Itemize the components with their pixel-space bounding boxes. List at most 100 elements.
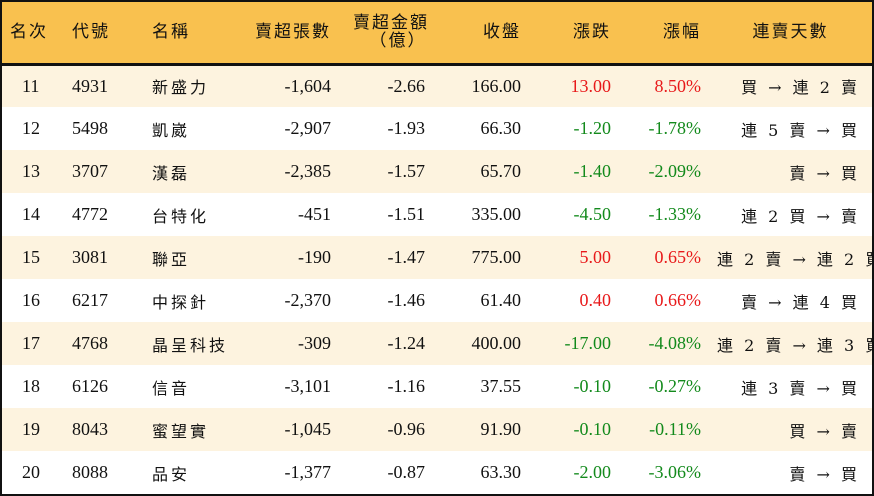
cell-code: 4772 [72, 204, 108, 224]
cell-sell-amount: -1.16 [387, 376, 426, 396]
cell-code: 6126 [72, 376, 108, 396]
table-header-row: 名次 代號 名稱 賣超張數 賣超金額 （億） 收盤 漲跌 漲幅 連賣天數 [2, 2, 872, 64]
header-sell-amount-label: 賣超金額 [353, 13, 429, 34]
cell-sell-volume: -3,101 [284, 376, 332, 396]
cell-close: 400.00 [471, 333, 522, 353]
cell-sell-volume: -2,907 [284, 118, 332, 138]
cell-name: 品安 [152, 464, 191, 484]
cell-code: 4768 [72, 333, 108, 353]
cell-name: 中探針 [152, 292, 210, 312]
cell-close: 775.00 [471, 247, 522, 267]
table-row: 16 6217 中探針 -2,370 -1.46 61.40 0.40 0.66… [2, 279, 872, 322]
table-row: 11 4931 新盛力 -1,604 -2.66 166.00 13.00 8.… [2, 64, 872, 107]
cell-change-pct: 0.66% [654, 290, 702, 310]
cell-change: -1.40 [573, 161, 612, 181]
cell-close: 65.70 [480, 161, 522, 181]
cell-change-pct: -1.78% [648, 118, 702, 138]
cell-rank: 14 [22, 204, 40, 224]
cell-code: 4931 [72, 75, 108, 96]
header-rank: 名次 [10, 22, 48, 43]
cell-close: 91.90 [480, 419, 522, 439]
cell-rank: 15 [22, 247, 40, 267]
cell-streak: 連 5 賣 → 買 [741, 120, 860, 140]
cell-sell-volume: -1,377 [284, 462, 332, 482]
cell-close: 37.55 [480, 376, 522, 396]
cell-change-pct: -0.11% [649, 419, 701, 439]
cell-name: 漢磊 [152, 163, 191, 183]
cell-code: 5498 [72, 118, 108, 138]
cell-name: 台特化 [152, 206, 210, 226]
cell-code: 6217 [72, 290, 108, 310]
header-sell-amount: 賣超金額 （億） [339, 2, 439, 64]
header-streak: 連賣天數 [752, 22, 829, 43]
cell-streak: 連 2 賣 → 連 3 買 [717, 335, 874, 355]
cell-change: -17.00 [564, 333, 612, 353]
cell-sell-amount: -2.66 [387, 75, 426, 96]
header-change: 漲跌 [573, 22, 611, 43]
cell-name: 信音 [152, 378, 191, 398]
cell-sell-amount: -1.93 [387, 118, 426, 138]
table-row: 14 4772 台特化 -451 -1.51 335.00 -4.50 -1.3… [2, 193, 872, 236]
cell-change: 13.00 [570, 75, 612, 96]
cell-sell-volume: -309 [298, 333, 331, 353]
header-close: 收盤 [483, 22, 521, 43]
cell-code: 3707 [72, 161, 108, 181]
cell-name: 聯亞 [152, 249, 191, 269]
cell-rank: 17 [22, 333, 40, 353]
cell-rank: 19 [22, 419, 40, 439]
cell-rank: 20 [22, 462, 40, 482]
cell-streak: 賣 → 買 [789, 163, 860, 183]
header-change-pct: 漲幅 [663, 22, 701, 43]
cell-change-pct: 0.65% [654, 247, 702, 267]
header-name: 名稱 [152, 22, 190, 43]
cell-change: -1.20 [573, 118, 612, 138]
cell-sell-volume: -1,604 [284, 75, 332, 96]
cell-sell-amount: -0.96 [387, 419, 426, 439]
cell-sell-volume: -1,045 [284, 419, 332, 439]
cell-name: 蜜望實 [152, 421, 210, 441]
table-row: 12 5498 凱崴 -2,907 -1.93 66.30 -1.20 -1.7… [2, 107, 872, 150]
cell-code: 8043 [72, 419, 108, 439]
cell-sell-volume: -190 [298, 247, 331, 267]
cell-change-pct: -3.06% [648, 462, 702, 482]
cell-sell-volume: -2,385 [284, 161, 332, 181]
cell-change-pct: 8.50% [654, 75, 702, 96]
cell-change: -0.10 [573, 419, 612, 439]
cell-close: 63.30 [480, 462, 522, 482]
cell-name: 新盛力 [152, 78, 210, 98]
cell-change: 5.00 [579, 247, 612, 267]
cell-rank: 13 [22, 161, 40, 181]
cell-code: 8088 [72, 462, 108, 482]
cell-streak: 賣 → 買 [789, 464, 860, 484]
cell-change: -0.10 [573, 376, 612, 396]
cell-change: -2.00 [573, 462, 612, 482]
cell-sell-amount: -1.51 [387, 204, 426, 224]
cell-streak: 賣 → 連 4 買 [741, 292, 860, 312]
cell-close: 66.30 [480, 118, 522, 138]
cell-sell-amount: -1.57 [387, 161, 426, 181]
table-row: 13 3707 漢磊 -2,385 -1.57 65.70 -1.40 -2.0… [2, 150, 872, 193]
cell-change-pct: -2.09% [648, 161, 702, 181]
cell-name: 凱崴 [152, 120, 191, 140]
cell-streak: 買 → 連 2 賣 [741, 78, 860, 98]
cell-rank: 11 [22, 75, 40, 96]
cell-code: 3081 [72, 247, 108, 267]
header-sell-amount-unit: （億） [369, 31, 427, 52]
cell-streak: 連 2 賣 → 連 2 買 [717, 249, 874, 269]
table-row: 19 8043 蜜望實 -1,045 -0.96 91.90 -0.10 -0.… [2, 408, 872, 451]
header-code: 代號 [72, 22, 110, 43]
cell-close: 335.00 [471, 204, 522, 224]
cell-sell-volume: -2,370 [284, 290, 332, 310]
table-row: 17 4768 晶呈科技 -309 -1.24 400.00 -17.00 -4… [2, 322, 874, 365]
cell-change: -4.50 [573, 204, 612, 224]
table-row: 15 3081 聯亞 -190 -1.47 775.00 5.00 0.65% … [2, 236, 874, 279]
cell-streak: 買 → 賣 [789, 421, 860, 441]
cell-sell-amount: -1.46 [387, 290, 426, 310]
cell-sell-amount: -0.87 [387, 462, 426, 482]
cell-change-pct: -1.33% [648, 204, 702, 224]
cell-sell-volume: -451 [298, 204, 331, 224]
table-row: 18 6126 信音 -3,101 -1.16 37.55 -0.10 -0.2… [2, 365, 872, 408]
cell-change-pct: -4.08% [648, 333, 702, 353]
